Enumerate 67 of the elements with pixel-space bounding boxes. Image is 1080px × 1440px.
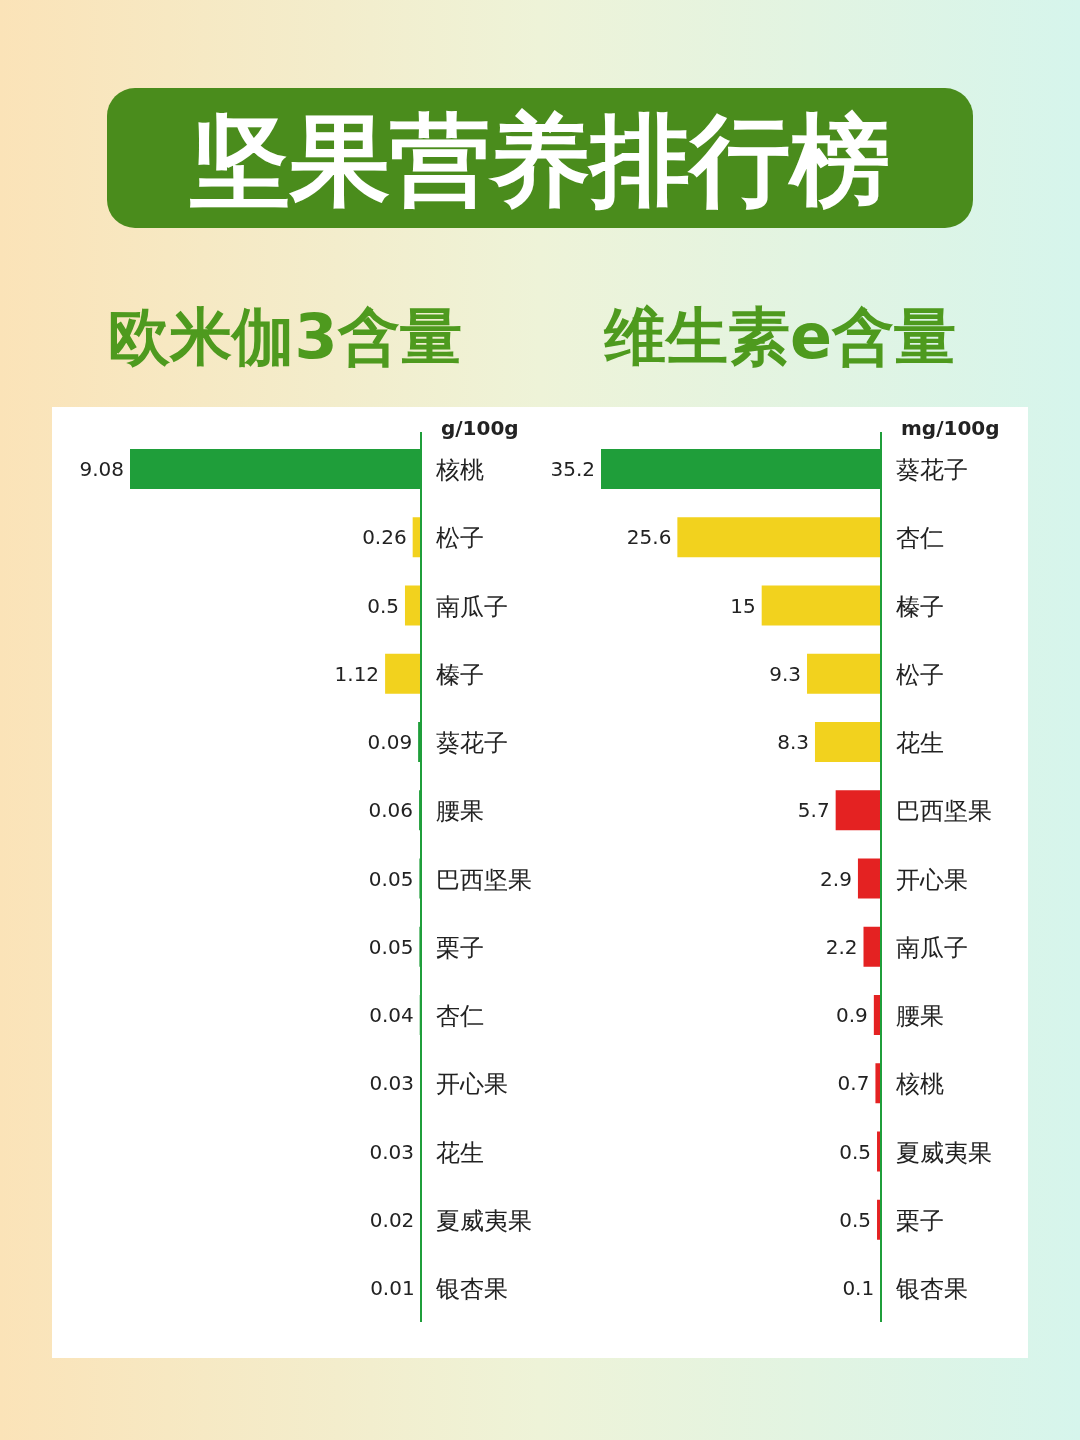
bar	[857, 858, 881, 899]
bar	[677, 517, 881, 558]
bar	[814, 722, 881, 762]
y-tick-label: 巴西坚果	[436, 865, 532, 894]
data-label: 9.3	[769, 661, 802, 686]
chart-title: 坚果营养排行榜	[189, 102, 890, 219]
y-tick-label: 夏威夷果	[896, 1138, 992, 1167]
y-tick-label: 栗子	[436, 933, 484, 962]
data-label: 25.6	[626, 525, 672, 550]
y-tick-label: 葵花子	[896, 456, 968, 484]
bar	[807, 653, 881, 694]
x-axis-title: mg/100g	[901, 416, 1000, 440]
data-label: 0.06	[368, 798, 414, 823]
bar	[835, 790, 881, 831]
data-label: 0.5	[367, 593, 399, 618]
y-tick-label: 花生	[436, 1138, 484, 1167]
y-tick-label: 开心果	[896, 865, 968, 894]
data-label: 5.7	[797, 798, 830, 823]
data-label: 0.04	[369, 1003, 414, 1027]
data-label: 2.2	[825, 934, 858, 959]
y-tick-label: 松子	[896, 660, 944, 689]
data-label: 1.12	[334, 661, 380, 686]
data-label: 0.26	[362, 525, 407, 550]
data-label: 15	[730, 593, 756, 618]
data-label: 0.05	[368, 866, 414, 891]
y-tick-label: 松子	[436, 524, 484, 553]
data-label: 0.09	[367, 730, 413, 754]
data-label: 0.9	[836, 1003, 868, 1027]
x-axis-title: g/100g	[441, 416, 519, 440]
data-label: 0.03	[369, 1139, 415, 1164]
data-label: 0.03	[369, 1071, 415, 1096]
data-label: 0.05	[368, 934, 414, 959]
data-label: 35.2	[550, 457, 595, 481]
data-label: 8.3	[777, 730, 809, 754]
bar	[385, 653, 421, 694]
data-label: 9.08	[79, 457, 124, 481]
y-tick-label: 杏仁	[896, 524, 944, 553]
y-tick-label: 榛子	[436, 660, 484, 689]
y-tick-label: 腰果	[896, 1002, 944, 1030]
y-tick-label: 巴西坚果	[896, 797, 992, 826]
y-tick-label: 杏仁	[436, 1002, 484, 1030]
bar	[761, 585, 881, 626]
data-label: 2.9	[820, 866, 852, 891]
data-label: 0.02	[369, 1207, 415, 1232]
y-tick-label: 腰果	[436, 797, 484, 826]
y-tick-label: 核桃	[435, 456, 484, 484]
y-tick-label: 花生	[896, 729, 944, 757]
y-tick-label: 银杏果	[895, 1275, 968, 1303]
data-label: 0.5	[839, 1139, 872, 1164]
bar	[875, 1063, 881, 1104]
y-tick-label: 栗子	[896, 1206, 944, 1235]
y-tick-label: 葵花子	[436, 729, 508, 757]
data-label: 0.1	[842, 1276, 875, 1300]
y-tick-label: 榛子	[896, 592, 944, 621]
y-tick-label: 夏威夷果	[436, 1206, 532, 1235]
bar	[404, 585, 421, 626]
y-tick-label: 南瓜子	[436, 592, 508, 621]
data-label: 0.7	[837, 1071, 870, 1096]
y-tick-label: 南瓜子	[896, 933, 968, 962]
data-label: 0.5	[839, 1207, 872, 1232]
y-tick-label: 开心果	[436, 1070, 508, 1099]
chart-subtitle: 欧米伽3含量	[108, 300, 462, 373]
bar	[863, 926, 881, 967]
chart-subtitle: 维生素e含量	[602, 300, 957, 373]
data-label: 0.01	[370, 1276, 415, 1300]
y-tick-label: 核桃	[895, 1070, 944, 1099]
y-tick-label: 银杏果	[435, 1275, 508, 1303]
